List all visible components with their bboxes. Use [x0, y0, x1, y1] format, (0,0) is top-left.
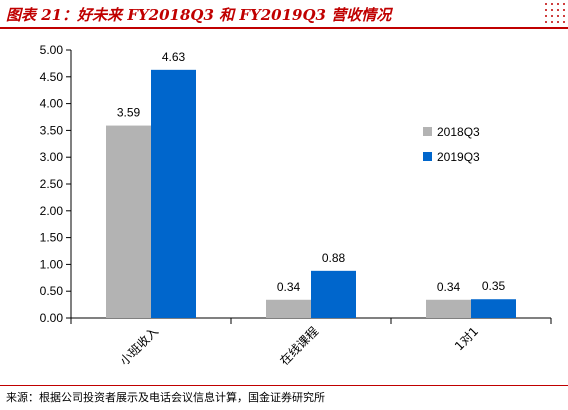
data-label: 0.35	[482, 279, 506, 293]
category-label: 小班收入	[117, 324, 161, 368]
y-tick-label: 3.00	[40, 150, 64, 164]
bar-2018Q3	[266, 299, 311, 318]
data-label: 0.34	[437, 280, 461, 294]
bar-2019Q3	[311, 270, 356, 318]
y-tick-label: 5.00	[40, 43, 64, 57]
data-label: 0.88	[322, 251, 346, 265]
y-tick-label: 2.00	[40, 204, 64, 218]
figure-title: 图表 21：好未来 FY2018Q3 和 FY2019Q3 营收情况	[6, 6, 392, 24]
y-tick-label: 0.50	[40, 284, 64, 298]
y-tick-label: 3.50	[40, 123, 64, 137]
revenue-bar-chart: 0.00 0.50 1.00 1.50 2.00 2.50 3.00 3.50 4.00 4.50…	[40, 43, 552, 369]
legend-label: 2018Q3	[437, 125, 480, 139]
data-label: 4.63	[162, 50, 186, 64]
y-tick-label: 4.50	[40, 70, 64, 84]
bar-2018Q3	[106, 125, 151, 319]
bar-2018Q3	[426, 299, 471, 318]
y-tick-label: 1.50	[40, 231, 64, 245]
category-label: 在线课程	[277, 324, 322, 369]
y-tick-label: 1.00	[40, 257, 64, 271]
category-label: 1对1	[452, 324, 481, 353]
data-label: 0.34	[277, 280, 301, 294]
title-underline	[0, 27, 568, 29]
y-tick-label: 4.00	[40, 97, 64, 111]
legend-swatch-2019Q3	[423, 152, 432, 161]
source-divider	[0, 385, 568, 386]
corner-dots-decoration	[545, 3, 565, 23]
y-tick-label: 0.00	[40, 311, 64, 325]
bar-2019Q3	[151, 69, 196, 318]
source-note: 来源：根据公司投资者展示及电话会议信息计算，国金证券研究所	[6, 391, 325, 404]
legend-swatch-2018Q3	[423, 127, 432, 136]
data-label: 3.59	[117, 106, 141, 120]
legend-label: 2019Q3	[437, 150, 480, 164]
bar-2019Q3	[471, 299, 516, 318]
y-tick-label: 2.50	[40, 177, 64, 191]
